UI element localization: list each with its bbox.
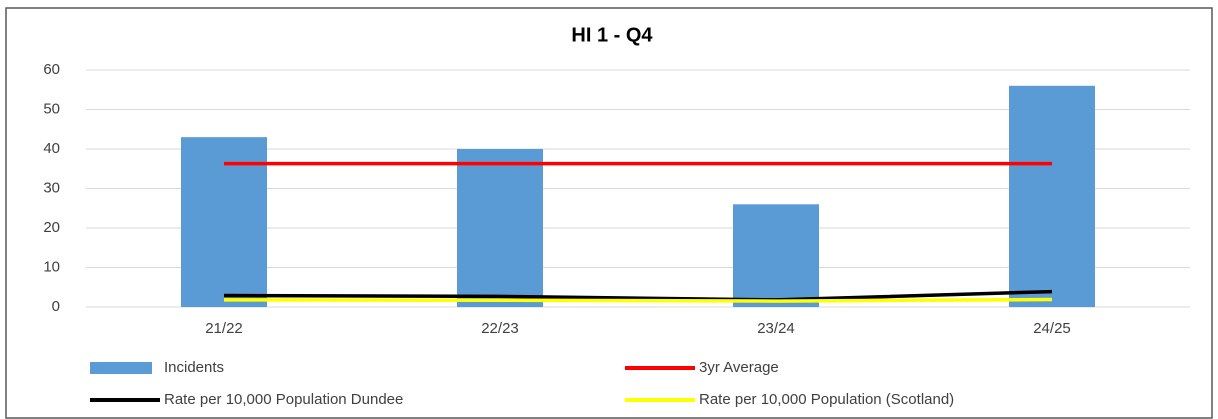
legend-label: Incidents	[164, 359, 224, 376]
legend-swatch	[90, 362, 152, 374]
legend-label: Rate per 10,000 Population (Scotland)	[699, 391, 954, 408]
bar	[1009, 85, 1095, 307]
bar	[733, 204, 819, 307]
x-tick-label: 24/25	[1033, 320, 1071, 337]
bar	[181, 137, 267, 307]
y-tick-label: 30	[43, 179, 60, 196]
y-tick-label: 60	[43, 61, 60, 78]
x-tick-label: 23/24	[757, 320, 795, 337]
line	[223, 297, 1053, 303]
y-tick-label: 50	[43, 100, 60, 117]
chart-title: HI 1 - Q4	[571, 24, 653, 46]
bar	[457, 149, 543, 307]
y-tick-label: 0	[52, 298, 60, 315]
x-tick-label: 22/23	[481, 320, 519, 337]
line	[223, 289, 1053, 302]
y-tick-label: 20	[43, 219, 60, 236]
legend-label: Rate per 10,000 Population Dundee	[164, 391, 403, 408]
y-tick-label: 10	[43, 258, 60, 275]
legend-label: 3yr Average	[699, 359, 779, 376]
x-tick-label: 21/22	[205, 320, 243, 337]
y-tick-label: 40	[43, 140, 60, 157]
